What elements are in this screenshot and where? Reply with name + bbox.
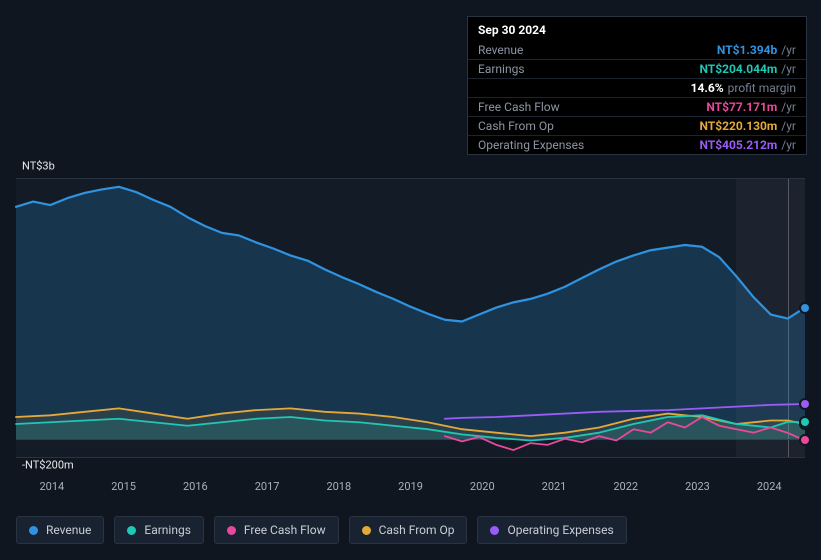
y-tick-label: -NT$200m: [22, 459, 74, 472]
tooltip-row-value: NT$220.130m/yr: [699, 119, 796, 133]
legend-swatch: [227, 526, 236, 535]
series-end-dot-earnings: [799, 416, 811, 428]
tooltip-row: Earnings NT$204.044m/yr: [468, 59, 806, 78]
legend-item-revenue[interactable]: Revenue: [16, 516, 104, 544]
tooltip-row-value: NT$405.212m/yr: [699, 138, 796, 152]
legend-item-earnings[interactable]: Earnings: [114, 516, 204, 544]
x-tick-label: 2014: [16, 480, 88, 500]
x-tick-label: 2019: [375, 480, 447, 500]
x-axis: 2014201520162017201820192020202120222023…: [16, 480, 805, 500]
chart-container: Sep 30 2024 Revenue NT$1.394b/yr Earnings N…: [0, 0, 821, 560]
legend-swatch: [29, 526, 38, 535]
x-tick-label: 2021: [518, 480, 590, 500]
tooltip-row: Revenue NT$1.394b/yr: [468, 41, 806, 59]
tooltip-row-label: Operating Expenses: [478, 138, 584, 152]
x-tick-label: 2023: [662, 480, 734, 500]
legend-swatch: [127, 526, 136, 535]
legend-label: Cash From Op: [379, 523, 455, 537]
hover-tooltip: Sep 30 2024 Revenue NT$1.394b/yr Earnings N…: [467, 16, 807, 155]
y-tick-label: NT$3b: [22, 160, 55, 173]
tooltip-row-label: Cash From Op: [478, 119, 554, 133]
x-tick-label: 2018: [303, 480, 375, 500]
x-tick-label: 2022: [590, 480, 662, 500]
tooltip-row-value: NT$77.171m/yr: [706, 100, 796, 114]
x-tick-label: 2017: [231, 480, 303, 500]
tooltip-row-label: Earnings: [478, 62, 525, 76]
tooltip-row: 14.6%profit margin: [468, 78, 806, 97]
tooltip-row: Operating Expenses NT$405.212m/yr: [468, 135, 806, 154]
tooltip-row-label: Free Cash Flow: [478, 100, 560, 114]
legend-label: Revenue: [46, 523, 91, 537]
tooltip-date: Sep 30 2024: [468, 17, 806, 41]
x-tick-label: 2024: [733, 480, 805, 500]
tooltip-row: Cash From Op NT$220.130m/yr: [468, 116, 806, 135]
legend-label: Free Cash Flow: [244, 523, 326, 537]
legend: Revenue Earnings Free Cash Flow Cash From O…: [16, 516, 627, 544]
tooltip-row-value: NT$1.394b/yr: [717, 43, 796, 57]
x-tick-label: 2020: [446, 480, 518, 500]
tooltip-row-label: Revenue: [478, 43, 523, 57]
legend-swatch: [362, 526, 371, 535]
legend-item-cfo[interactable]: Cash From Op: [349, 516, 468, 544]
legend-item-fcf[interactable]: Free Cash Flow: [214, 516, 339, 544]
chart-svg: [16, 179, 805, 457]
tooltip-row-value: NT$204.044m/yr: [699, 62, 796, 76]
series-end-dot-opex: [799, 398, 811, 410]
x-tick-label: 2015: [88, 480, 160, 500]
legend-label: Operating Expenses: [507, 523, 613, 537]
legend-item-opex[interactable]: Operating Expenses: [477, 516, 626, 544]
legend-label: Earnings: [144, 523, 191, 537]
x-tick-label: 2016: [159, 480, 231, 500]
tooltip-row-value: 14.6%profit margin: [691, 81, 796, 95]
series-end-dot-revenue: [799, 302, 811, 314]
line-chart[interactable]: [16, 178, 805, 458]
legend-swatch: [490, 526, 499, 535]
series-end-dot-fcf: [799, 434, 811, 446]
tooltip-row: Free Cash Flow NT$77.171m/yr: [468, 97, 806, 116]
